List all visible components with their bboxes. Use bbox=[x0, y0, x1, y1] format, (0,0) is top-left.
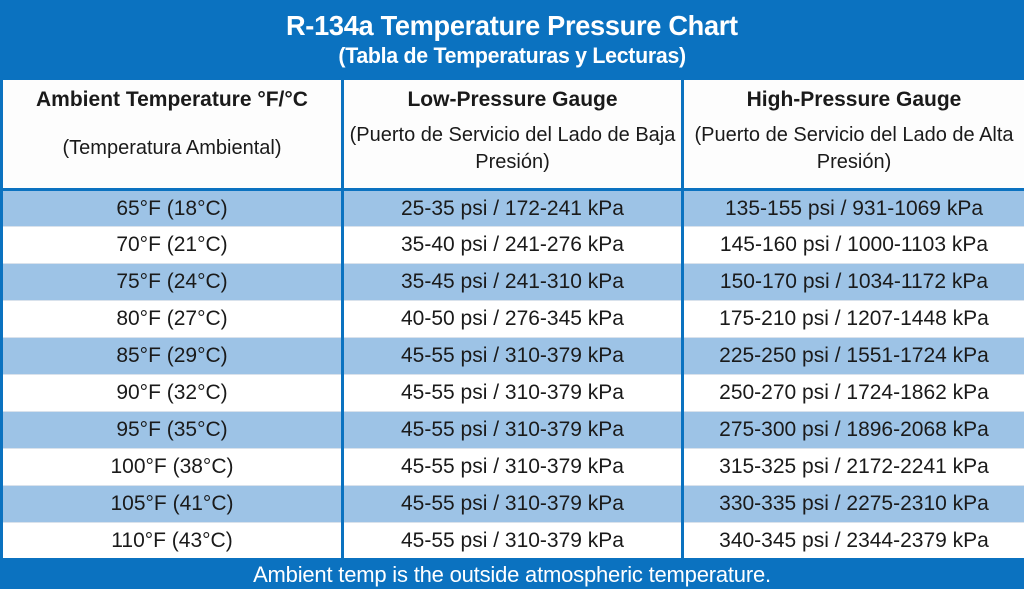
high-pressure-cell: 225-250 psi / 1551-1724 kPa bbox=[681, 337, 1024, 375]
temperature-cell: 105°F (41°C) bbox=[0, 485, 344, 523]
temperature-cell: 65°F (18°C) bbox=[0, 189, 344, 227]
table-row: 70°F (21°C) 35-40 psi / 241-276 kPa 145-16… bbox=[0, 226, 1024, 264]
table-row: 75°F (24°C) 35-45 psi / 241-310 kPa 150-17… bbox=[0, 263, 1024, 301]
high-pressure-cell: 315-325 psi / 2172-2241 kPa bbox=[681, 448, 1024, 486]
high-pressure-cell: 275-300 psi / 1896-2068 kPa bbox=[681, 411, 1024, 449]
table-row: 80°F (27°C) 40-50 psi / 276-345 kPa 175-21… bbox=[0, 300, 1024, 338]
high-pressure-cell: 175-210 psi / 1207-1448 kPa bbox=[681, 300, 1024, 338]
table-header: Ambient Temperature °F/°C (Temperatura A… bbox=[0, 77, 1024, 191]
table-row: 65°F (18°C) 25-35 psi / 172-241 kPa 135-15… bbox=[0, 189, 1024, 227]
column-subtitle: (Temperatura Ambiental) bbox=[62, 137, 282, 160]
low-pressure-cell: 45-55 psi / 310-379 kPa bbox=[341, 448, 684, 486]
high-pressure-cell: 145-160 psi / 1000-1103 kPa bbox=[681, 226, 1024, 264]
high-pressure-cell: 340-345 psi / 2344-2379 kPa bbox=[681, 522, 1024, 561]
column-subtitle: (Puerto de Servicio del Lado de Alta Pre… bbox=[694, 123, 1014, 173]
column-title: Ambient Temperature °F/°C bbox=[36, 88, 308, 111]
low-pressure-cell: 45-55 psi / 310-379 kPa bbox=[341, 374, 684, 412]
low-pressure-cell: 45-55 psi / 310-379 kPa bbox=[341, 522, 684, 561]
page-subtitle: (Tabla de Temperaturas y Lecturas) bbox=[338, 42, 686, 68]
temperature-cell: 100°F (38°C) bbox=[0, 448, 344, 486]
low-pressure-cell: 25-35 psi / 172-241 kPa bbox=[341, 189, 684, 227]
footer-note: Ambient temp is the outside atmospheric … bbox=[253, 562, 771, 587]
table-row: 95°F (35°C) 45-55 psi / 310-379 kPa 275-30… bbox=[0, 411, 1024, 449]
temperature-cell: 75°F (24°C) bbox=[0, 263, 344, 301]
low-pressure-cell: 40-50 psi / 276-345 kPa bbox=[341, 300, 684, 338]
low-pressure-cell: 45-55 psi / 310-379 kPa bbox=[341, 411, 684, 449]
high-pressure-cell: 250-270 psi / 1724-1862 kPa bbox=[681, 374, 1024, 412]
column-header-low-pressure: Low-Pressure Gauge (Puerto de Servicio d… bbox=[341, 77, 684, 191]
column-header-ambient-temperature: Ambient Temperature °F/°C (Temperatura A… bbox=[0, 77, 344, 191]
temperature-cell: 90°F (32°C) bbox=[0, 374, 344, 412]
pressure-table: Ambient Temperature °F/°C (Temperatura A… bbox=[0, 77, 1024, 561]
temperature-cell: 70°F (21°C) bbox=[0, 226, 344, 264]
table-row: 100°F (38°C) 45-55 psi / 310-379 kPa 315-3… bbox=[0, 448, 1024, 486]
low-pressure-cell: 35-45 psi / 241-310 kPa bbox=[341, 263, 684, 301]
temperature-cell: 110°F (43°C) bbox=[0, 522, 344, 561]
table-row: 110°F (43°C) 45-55 psi / 310-379 kPa 340-3… bbox=[0, 522, 1024, 561]
high-pressure-cell: 135-155 psi / 931-1069 kPa bbox=[681, 189, 1024, 227]
column-header-high-pressure: High-Pressure Gauge (Puerto de Servicio … bbox=[681, 77, 1024, 191]
chart-header: R-134a Temperature Pressure Chart (Tabla… bbox=[0, 0, 1024, 77]
table-body: 65°F (18°C) 25-35 psi / 172-241 kPa 135-15… bbox=[0, 189, 1024, 561]
table-row: 105°F (41°C) 45-55 psi / 310-379 kPa 330-3… bbox=[0, 485, 1024, 523]
low-pressure-cell: 35-40 psi / 241-276 kPa bbox=[341, 226, 684, 264]
table-row: 90°F (32°C) 45-55 psi / 310-379 kPa 250-27… bbox=[0, 374, 1024, 412]
low-pressure-cell: 45-55 psi / 310-379 kPa bbox=[341, 337, 684, 375]
high-pressure-cell: 150-170 psi / 1034-1172 kPa bbox=[681, 263, 1024, 301]
column-subtitle: (Puerto de Servicio del Lado de Baja Pre… bbox=[349, 123, 676, 173]
chart-footer: Ambient temp is the outside atmospheric … bbox=[0, 561, 1024, 589]
temperature-cell: 95°F (35°C) bbox=[0, 411, 344, 449]
temperature-cell: 85°F (29°C) bbox=[0, 337, 344, 375]
column-title: High-Pressure Gauge bbox=[746, 88, 962, 111]
low-pressure-cell: 45-55 psi / 310-379 kPa bbox=[341, 485, 684, 523]
table-row: 85°F (29°C) 45-55 psi / 310-379 kPa 225-25… bbox=[0, 337, 1024, 375]
column-title: Low-Pressure Gauge bbox=[407, 88, 618, 111]
temperature-cell: 80°F (27°C) bbox=[0, 300, 344, 338]
high-pressure-cell: 330-335 psi / 2275-2310 kPa bbox=[681, 485, 1024, 523]
page-title: R-134a Temperature Pressure Chart bbox=[286, 9, 738, 41]
